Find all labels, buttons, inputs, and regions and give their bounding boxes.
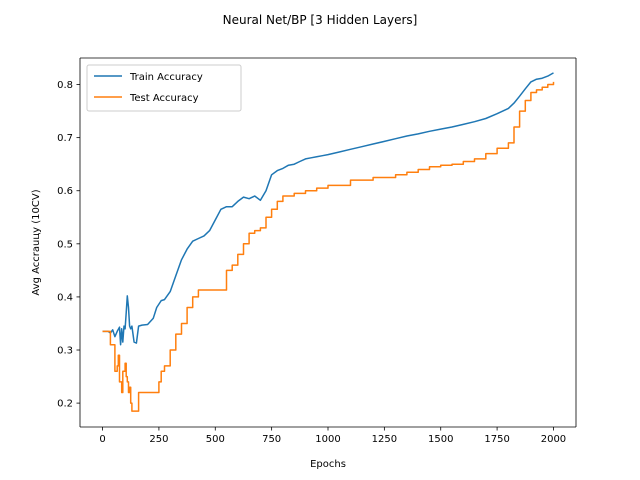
x-axis-ticks: 0 250 500 750 1000 1250 1500 1750 2000 (99, 427, 566, 445)
x-tick-label: 750 (262, 434, 281, 445)
legend-label-train: Train Accuracy (129, 72, 203, 83)
series-layer (102, 72, 555, 412)
x-tick-label: 1250 (372, 434, 397, 445)
y-axis-label: Avg Accrauцy (10CV) (31, 189, 42, 295)
x-tick-label: 250 (149, 434, 168, 445)
x-tick-label: 1500 (428, 434, 453, 445)
x-tick-label: 2000 (541, 434, 566, 445)
y-tick-label: 0.8 (57, 80, 73, 91)
y-tick-label: 0.2 (57, 399, 73, 410)
x-tick-label: 1750 (484, 434, 509, 445)
legend-frame (86, 64, 242, 112)
y-tick-label: 0.6 (57, 186, 73, 197)
chart-title: Neural Net/BP [3 Hidden Layers] (223, 13, 418, 27)
plot-area (102, 72, 555, 412)
legend: Train Accuracy Test Accuracy (86, 64, 242, 112)
y-axis-ticks: 0.2 0.3 0.4 0.5 0.6 0.7 0.8 (57, 80, 80, 410)
series-line-train-accuracy (102, 72, 554, 346)
legend-label-test: Test Accuracy (129, 93, 199, 104)
y-tick-label: 0.4 (57, 292, 73, 303)
y-tick-label: 0.7 (57, 133, 73, 144)
x-tick-label: 500 (206, 434, 225, 445)
series-line-test-accuracy (102, 81, 555, 412)
x-tick-label: 1000 (315, 434, 340, 445)
x-tick-label: 0 (99, 434, 105, 445)
y-tick-label: 0.3 (57, 346, 73, 357)
y-tick-label: 0.5 (57, 239, 73, 250)
x-axis-label: Epochs (310, 459, 346, 470)
